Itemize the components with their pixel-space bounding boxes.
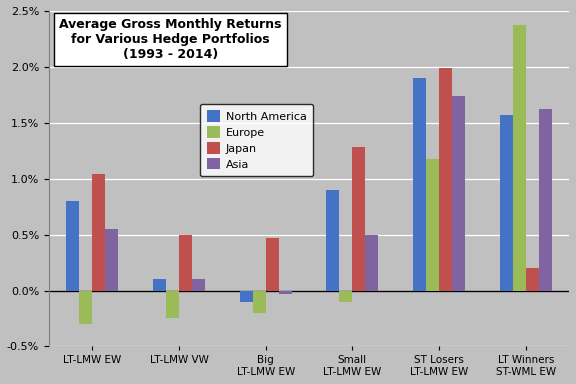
Bar — [79, 291, 92, 324]
Bar — [192, 279, 205, 291]
Bar — [413, 78, 426, 291]
Bar — [105, 229, 118, 291]
Bar — [426, 159, 439, 291]
Bar — [439, 68, 452, 291]
Bar — [66, 201, 79, 291]
Bar — [179, 235, 192, 291]
Bar — [539, 109, 552, 291]
Bar — [166, 291, 179, 318]
Bar — [153, 279, 166, 291]
Bar — [327, 190, 339, 291]
Bar — [266, 238, 279, 291]
Bar — [526, 268, 539, 291]
Bar — [353, 147, 365, 291]
Bar — [339, 291, 353, 302]
Bar — [240, 291, 253, 302]
Bar — [279, 291, 291, 294]
Bar — [500, 115, 513, 291]
Bar — [513, 25, 526, 291]
Bar — [92, 174, 105, 291]
Bar — [253, 291, 266, 313]
Legend: North America, Europe, Japan, Asia: North America, Europe, Japan, Asia — [200, 104, 313, 176]
Bar — [365, 235, 378, 291]
Bar — [452, 96, 465, 291]
Text: Average Gross Monthly Returns
for Various Hedge Portfolios
(1993 - 2014): Average Gross Monthly Returns for Variou… — [59, 18, 282, 61]
